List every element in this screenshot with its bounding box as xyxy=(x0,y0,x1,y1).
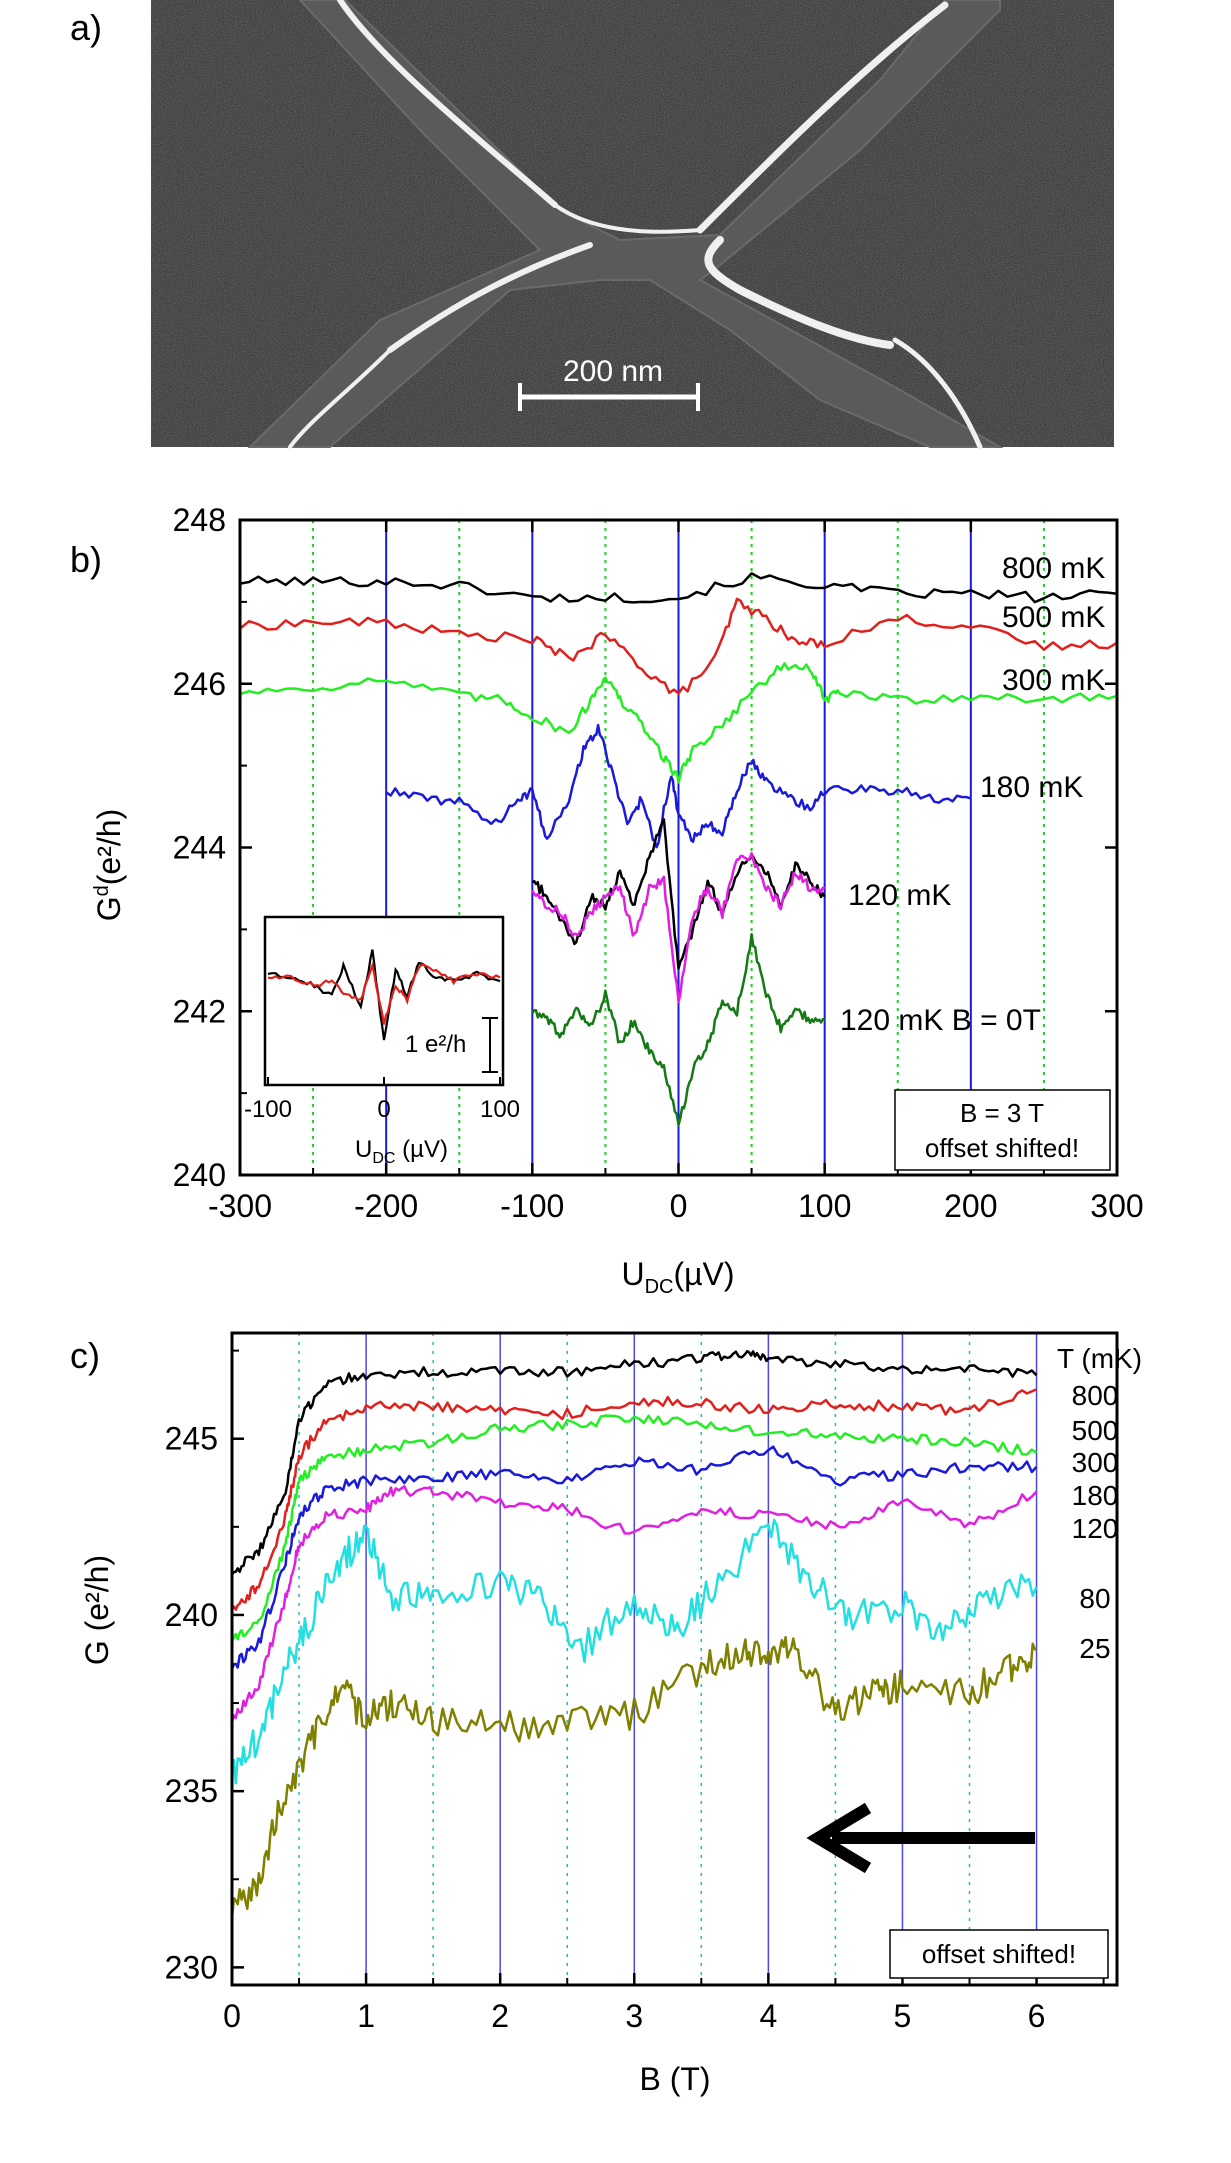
series-120-mk-run-2 xyxy=(531,851,826,1004)
legend-entry-300: 300 xyxy=(1072,1447,1119,1478)
series-180-mk xyxy=(230,1445,1038,1670)
panel-c-annotation: offset shifted! xyxy=(889,1929,1109,1979)
inset-x-tick-label: 100 xyxy=(480,1096,520,1123)
panel-c-grid xyxy=(298,1333,1038,1985)
series-800-mk xyxy=(239,572,1118,604)
series-label-800-mk: 800 mK xyxy=(1002,552,1105,585)
x-tick-label: 300 xyxy=(1090,1188,1143,1224)
x-tick-label: 6 xyxy=(1028,1998,1046,2034)
x-tick-label: 100 xyxy=(798,1188,851,1224)
panel-c-xlabel: B (T) xyxy=(639,2061,710,2097)
panel-b-ylabel: Gd(e²/h) xyxy=(91,809,127,921)
legend-title: T (mK) xyxy=(1057,1343,1142,1374)
inset-x-tick-label: 0 xyxy=(377,1096,390,1123)
series-label-500-mk: 500 mK xyxy=(1002,601,1105,634)
inset-xlabel: UDC (µV) xyxy=(355,1136,448,1167)
sem-micrograph: 200 nm xyxy=(151,0,1114,450)
inset-scale-bar-label: 1 e²/h xyxy=(405,1031,466,1058)
y-tick-label: 248 xyxy=(173,502,226,538)
series-180-mk xyxy=(385,723,972,849)
panel-b-annotation-line1: B = 3 T xyxy=(960,1098,1044,1128)
y-tick-label: 246 xyxy=(173,666,226,702)
panel-b-annotation: B = 3 T offset shifted! xyxy=(894,1089,1111,1171)
panel-c-series xyxy=(230,1349,1038,1919)
panel-a: a) 200 nm xyxy=(70,0,1114,450)
panel-a-label: a) xyxy=(70,7,102,48)
legend-entry-500: 500 xyxy=(1072,1415,1119,1446)
x-tick-label: -200 xyxy=(354,1188,418,1224)
panel-b-label: b) xyxy=(70,539,102,580)
inset-scale-bar: 1 e²/h xyxy=(405,1017,498,1073)
y-tick-label: 242 xyxy=(173,993,226,1029)
panel-c-axes: 0 1 2 3 4 5 6 230 235 240 245 xyxy=(165,1349,1105,2034)
series-label-180-mk: 180 mK xyxy=(980,771,1083,804)
panel-b-series-labels: 800 mK 500 mK 300 mK 180 mK 120 mK 120 mK B =… xyxy=(840,552,1105,1037)
series-300-mk xyxy=(230,1414,1038,1642)
y-tick-label: 235 xyxy=(165,1773,218,1809)
x-tick-label: -100 xyxy=(500,1188,564,1224)
series-25-mk xyxy=(230,1635,1038,1919)
panel-b: b) 800 mK 500 mK 300 mK 180 mK 120 mK 120 mK … xyxy=(70,502,1144,1298)
series-120-mk xyxy=(230,1485,1038,1723)
series-80-mk xyxy=(230,1518,1038,1785)
series-800-mk xyxy=(230,1349,1038,1576)
legend-entry-25: 25 xyxy=(1079,1633,1110,1664)
panel-b-series xyxy=(239,572,1118,1127)
inset-series-red xyxy=(267,961,501,1025)
sweep-direction-arrow xyxy=(806,1802,1035,1874)
scale-bar: 200 nm xyxy=(518,355,700,411)
x-tick-label: 0 xyxy=(223,1998,241,2034)
legend-entry-180: 180 xyxy=(1072,1480,1119,1511)
series-label-120-mk-b-0t: 120 mK B = 0T xyxy=(840,1004,1041,1037)
x-tick-label: 1 xyxy=(357,1998,375,2034)
panel-b-xlabel: UDC(µV) xyxy=(621,1256,734,1298)
y-tick-label: 244 xyxy=(173,830,226,866)
panel-c-label: c) xyxy=(70,1335,100,1376)
x-tick-label: 5 xyxy=(894,1998,912,2034)
x-tick-label: 2 xyxy=(491,1998,509,2034)
y-tick-label: 240 xyxy=(173,1157,226,1193)
scale-bar-label: 200 nm xyxy=(563,355,663,388)
series-300-mk xyxy=(239,662,1118,784)
legend-entry-120: 120 xyxy=(1072,1513,1119,1544)
legend-entry-80: 80 xyxy=(1079,1583,1110,1614)
inset-x-tick-label: -100 xyxy=(244,1096,292,1123)
x-tick-label: 0 xyxy=(670,1188,688,1224)
y-tick-label: 230 xyxy=(165,1949,218,1985)
panel-b-axes: -300 -200 -100 0 100 200 300 240 242 244 246 248 xyxy=(173,502,1144,1224)
x-tick-label: 3 xyxy=(625,1998,643,2034)
series-label-120-mk: 120 mK xyxy=(848,879,951,912)
panel-b-inset: 1 e²/h -100 0 100 UDC (µV) xyxy=(244,915,520,1167)
x-tick-label: -300 xyxy=(208,1188,272,1224)
panel-b-annotation-line2: offset shifted! xyxy=(925,1133,1079,1163)
sem-bright-edges xyxy=(288,0,983,450)
series-500-mk xyxy=(239,597,1118,695)
x-tick-label: 4 xyxy=(759,1998,777,2034)
series-label-300-mk: 300 mK xyxy=(1002,664,1105,697)
series-500-mk xyxy=(230,1388,1037,1611)
panel-c-annotation-text: offset shifted! xyxy=(922,1939,1076,1969)
x-tick-label: 200 xyxy=(944,1188,997,1224)
y-tick-label: 240 xyxy=(165,1597,218,1633)
y-tick-label: 245 xyxy=(165,1421,218,1457)
panel-c-frame xyxy=(230,1331,1119,1987)
legend-entry-800: 800 xyxy=(1072,1380,1119,1411)
panel-c-ylabel: G (e²/h) xyxy=(79,1555,115,1665)
series-120-mk-b-0t xyxy=(531,932,825,1127)
